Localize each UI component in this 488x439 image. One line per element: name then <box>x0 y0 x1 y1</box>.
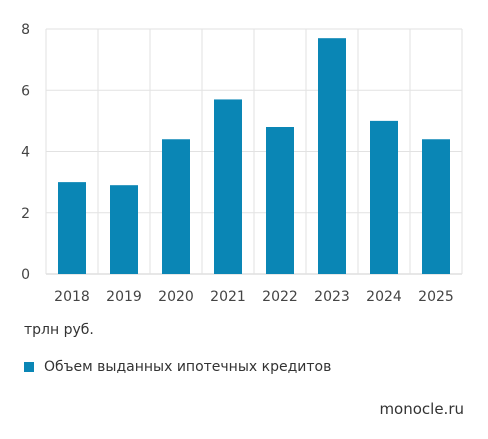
x-tick-label: 2021 <box>210 289 246 305</box>
x-tick-label: 2019 <box>106 289 142 305</box>
bar <box>110 185 138 274</box>
x-tick-label: 2023 <box>314 289 350 305</box>
unit-label: трлн руб. <box>24 322 94 338</box>
source-label: monocle.ru <box>379 400 464 418</box>
legend-swatch <box>24 362 34 372</box>
bar <box>370 120 398 274</box>
x-tick-label: 2024 <box>366 289 402 305</box>
bars <box>58 38 450 274</box>
bar <box>266 127 294 274</box>
legend-label: Объем выданных ипотечных кредитов <box>44 359 332 375</box>
y-tick-label: 8 <box>21 22 30 38</box>
y-axis: 0 2 4 6 8 <box>21 22 30 283</box>
x-tick-label: 2020 <box>158 289 194 305</box>
x-tick-label: 2022 <box>262 289 298 305</box>
bar <box>422 139 450 274</box>
x-axis: 2018 2019 2020 2021 2022 2023 2024 2025 <box>54 289 454 305</box>
bar <box>162 139 190 274</box>
bar <box>214 99 242 274</box>
y-tick-label: 6 <box>21 83 30 99</box>
bar <box>58 182 86 274</box>
legend: Объем выданных ипотечных кредитов <box>24 359 331 375</box>
y-tick-label: 2 <box>21 206 30 222</box>
x-tick-label: 2025 <box>418 289 454 305</box>
grid <box>45 28 463 275</box>
x-tick-label: 2018 <box>54 289 90 305</box>
bar-chart: 0 2 4 6 8 2018 2019 2020 2021 2022 2023 2024 2025 <box>21 22 463 305</box>
y-tick-label: 0 <box>21 267 30 283</box>
bar <box>318 38 346 274</box>
y-tick-label: 4 <box>21 145 30 161</box>
